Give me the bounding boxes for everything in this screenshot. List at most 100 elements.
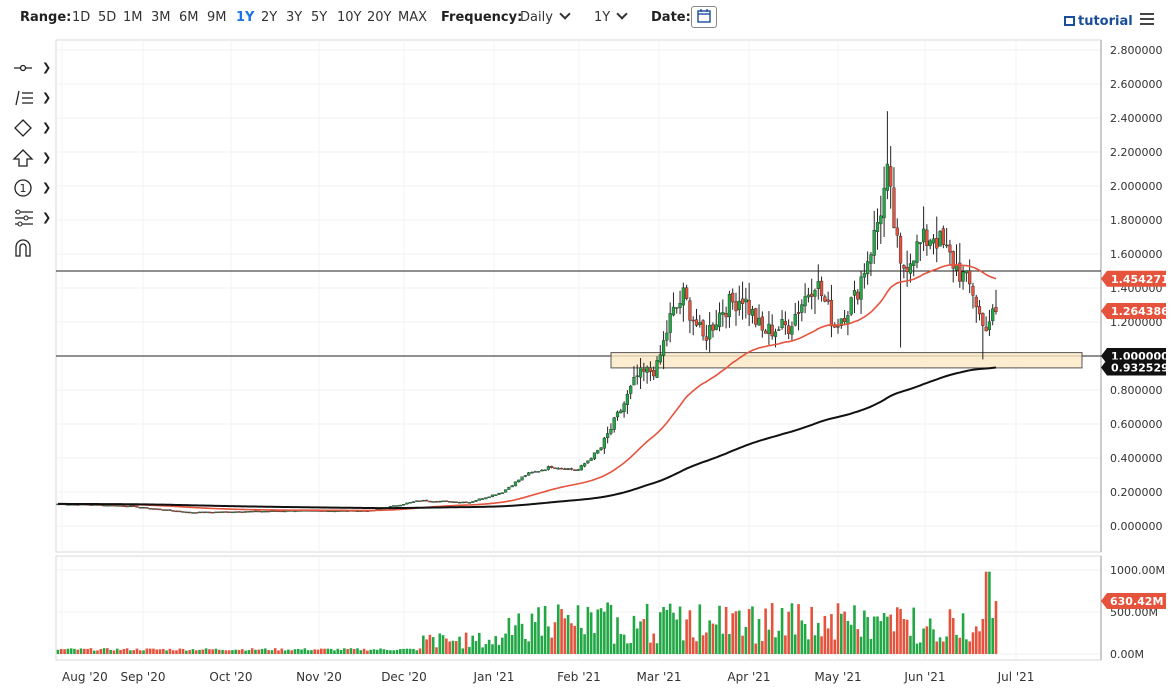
candle-body xyxy=(731,292,735,303)
candle-body xyxy=(734,301,738,312)
tutorial-link[interactable]: tutorial xyxy=(1064,14,1133,29)
candle-body xyxy=(777,329,781,331)
candle-body xyxy=(411,501,416,503)
ema-200-line xyxy=(57,366,997,510)
volume-bar xyxy=(961,613,965,654)
range-button-9m[interactable]: 9M xyxy=(207,10,227,25)
candle-body xyxy=(484,497,488,500)
range-button-3m[interactable]: 3M xyxy=(151,10,171,25)
candle-body xyxy=(898,235,903,264)
candle-body xyxy=(859,276,863,300)
volume-bar xyxy=(527,641,530,654)
trendline-tool[interactable]: ❯ xyxy=(12,88,52,110)
volume-bar xyxy=(83,648,86,654)
volume-bar xyxy=(211,649,214,654)
volume-bar xyxy=(329,648,333,654)
candle-body xyxy=(563,468,567,471)
volume-bar xyxy=(468,646,471,654)
range-button-3y[interactable]: 3Y xyxy=(286,10,303,25)
volume-bar xyxy=(866,617,869,654)
volume-bar xyxy=(622,634,626,654)
volume-bar xyxy=(915,643,919,654)
candle-body xyxy=(441,500,445,503)
volume-bar xyxy=(922,628,925,654)
volume-bar xyxy=(287,649,290,654)
period-select[interactable]: 1Y xyxy=(594,8,628,25)
arrow-tool[interactable]: ❯ xyxy=(12,148,52,170)
candle-body xyxy=(642,368,646,372)
range-button-1m[interactable]: 1M xyxy=(123,10,143,25)
volume-bar xyxy=(135,648,139,654)
volume-plot-frame xyxy=(55,555,1102,661)
candle-body xyxy=(56,503,60,506)
range-button-5d[interactable]: 5D xyxy=(98,10,117,25)
candle-body xyxy=(889,166,893,187)
volume-bar xyxy=(188,650,191,654)
volume-bar xyxy=(899,609,902,654)
candle-body xyxy=(260,510,264,513)
volume-bar xyxy=(974,626,978,654)
volume-bar xyxy=(132,650,135,654)
range-button-6m[interactable]: 6M xyxy=(179,10,199,25)
range-button-10y[interactable]: 10Y xyxy=(337,10,362,25)
range-button-max[interactable]: MAX xyxy=(398,10,428,25)
candle-body xyxy=(638,367,643,378)
volume-bar xyxy=(73,648,76,654)
volume-bar xyxy=(217,649,221,654)
range-button-20y[interactable]: 20Y xyxy=(367,10,392,25)
x-tick-label: Nov '20 xyxy=(296,670,342,684)
hamburger-menu-icon[interactable] xyxy=(1140,13,1154,28)
candle-body xyxy=(971,285,975,296)
magnet-tool[interactable] xyxy=(12,238,52,260)
candle-body xyxy=(151,508,156,510)
candle-body xyxy=(652,369,656,377)
chevron-right-icon: ❯ xyxy=(42,211,52,224)
candle-body xyxy=(694,319,699,326)
candle-body xyxy=(211,511,215,514)
candle-body xyxy=(596,450,600,454)
volume-bar xyxy=(784,635,787,654)
candle-body xyxy=(879,215,883,225)
volume-bar xyxy=(280,648,284,654)
candle-body xyxy=(306,510,310,512)
candle-body xyxy=(688,300,692,321)
candle-body xyxy=(418,500,422,502)
support-zone-rect xyxy=(610,352,1083,369)
candle-body xyxy=(217,511,221,514)
candle-body xyxy=(869,254,873,264)
range-button-5y[interactable]: 5Y xyxy=(311,10,328,25)
volume-bar xyxy=(655,643,659,654)
volume-bar xyxy=(744,626,748,654)
candle-body xyxy=(171,510,175,512)
volume-bar xyxy=(869,638,873,654)
candle-body xyxy=(240,511,244,513)
candle-body xyxy=(92,504,96,506)
shapes-tool[interactable]: ❯ xyxy=(12,118,52,140)
volume-bar xyxy=(398,649,402,654)
volume-bar xyxy=(96,650,99,654)
volume-bar xyxy=(375,649,379,654)
candle-body xyxy=(701,320,705,337)
fibonacci-tool[interactable]: ❯ xyxy=(12,208,52,230)
candle-body xyxy=(174,510,179,513)
annotation-tool[interactable]: 1 ❯ xyxy=(12,178,52,200)
candle-body xyxy=(655,360,659,378)
volume-bar xyxy=(632,615,636,654)
candle-body xyxy=(573,469,577,471)
crosshair-tool[interactable]: ❯ xyxy=(12,58,52,80)
date-picker-button[interactable] xyxy=(691,6,717,28)
candle-body xyxy=(796,311,801,314)
volume-bar xyxy=(695,641,698,654)
volume-bar xyxy=(540,635,544,654)
candle-body xyxy=(691,319,695,322)
range-button-2y[interactable]: 2Y xyxy=(261,10,278,25)
volume-bar xyxy=(843,611,846,654)
candle-body xyxy=(401,504,406,506)
volume-bar xyxy=(56,649,60,654)
range-button-1d[interactable]: 1D xyxy=(72,10,91,25)
chevron-right-icon: ❯ xyxy=(42,121,52,134)
volume-bar xyxy=(685,619,688,654)
range-button-1y[interactable]: 1Y xyxy=(236,10,255,25)
frequency-select[interactable]: Daily xyxy=(520,8,571,25)
candle-body xyxy=(582,463,587,467)
